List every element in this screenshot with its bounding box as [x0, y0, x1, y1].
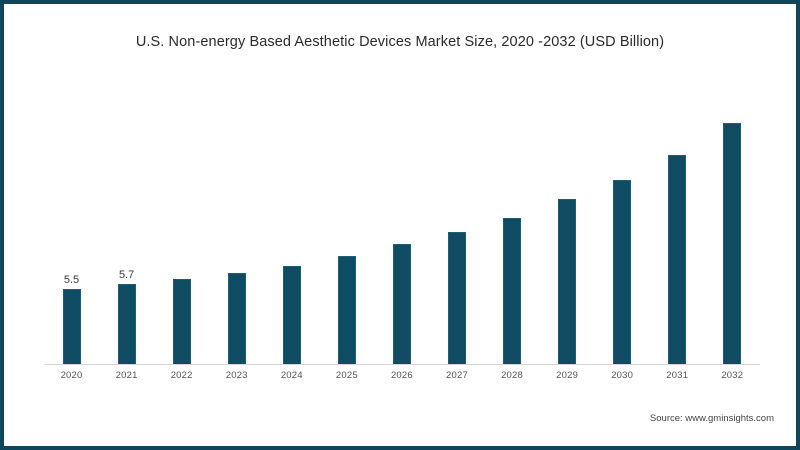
x-axis-tick-label: 2020: [60, 370, 83, 381]
x-axis-tick-label: 2026: [390, 370, 413, 381]
bar[interactable]: [668, 155, 687, 365]
source-attribution: Source: www.gminsights.com: [649, 413, 774, 424]
bar-slot: [319, 74, 374, 365]
x-axis-tick-label: 2029: [556, 370, 579, 381]
bar[interactable]: [613, 180, 632, 365]
x-axis-tick-label: 2024: [280, 370, 303, 381]
bar-slot: [595, 74, 650, 365]
x-axis-tick-label: 2025: [335, 370, 358, 381]
bar-value-label: 5.7: [118, 269, 135, 281]
x-axis-tick-label: 2023: [225, 370, 248, 381]
x-axis-tick-label: 2027: [446, 370, 468, 381]
x-axis-tick-label: 2022: [170, 370, 193, 381]
x-axis-tick-label: 2028: [501, 370, 523, 381]
bar[interactable]: [62, 289, 81, 365]
bar[interactable]: [723, 123, 742, 365]
bar[interactable]: [227, 273, 246, 365]
bar-slot: 5.5: [44, 74, 99, 365]
bar[interactable]: [558, 199, 577, 365]
x-axis-tick-label: 2031: [666, 370, 689, 381]
bar-slot: [429, 74, 484, 365]
bar-slot: [540, 74, 595, 365]
bar-slot: [705, 74, 760, 365]
x-axis-tick-labels: 2020 2021 2022 2023 2024 2025 2026 2027 2028 2029…: [44, 370, 760, 381]
bar-series: 5.5 5.7: [44, 74, 760, 365]
bar-slot: [209, 74, 264, 365]
bar-slot: [374, 74, 429, 365]
bar-slot: [154, 74, 209, 365]
bar[interactable]: [447, 232, 466, 365]
chart-title: U.S. Non-energy Based Aesthetic Devices …: [135, 34, 665, 50]
bar-slot: [264, 74, 319, 365]
x-axis-line: [44, 364, 760, 365]
bar-slot: 5.7: [99, 74, 154, 365]
bar[interactable]: [282, 266, 301, 365]
bar[interactable]: [503, 218, 522, 365]
bar-value-label: 5.5: [63, 274, 80, 286]
x-axis-tick-label: 2032: [721, 370, 744, 381]
x-axis-tick-label: 2021: [115, 370, 138, 381]
bar-slot: [485, 74, 540, 365]
bar[interactable]: [172, 279, 191, 365]
bar[interactable]: [337, 256, 356, 365]
x-axis-tick-label: 2030: [611, 370, 634, 381]
bar[interactable]: [392, 244, 411, 365]
bar-slot: [650, 74, 705, 365]
chart-canvas: U.S. Non-energy Based Aesthetic Devices …: [4, 4, 796, 446]
bar[interactable]: [117, 284, 136, 365]
